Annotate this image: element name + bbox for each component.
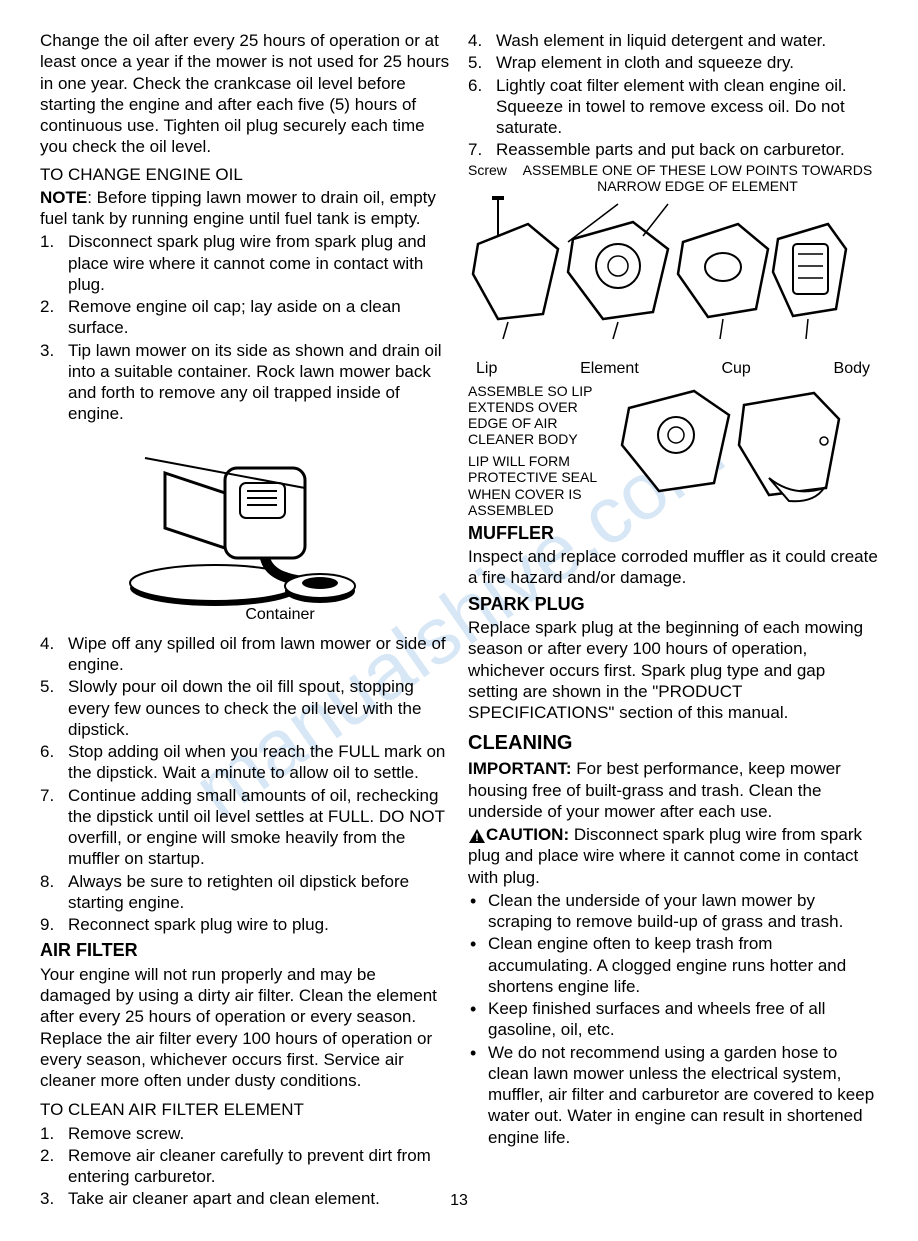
body-label: Body [834,359,870,379]
list-item: Remove engine oil cap; lay aside on a cl… [40,296,450,339]
screw-label: Screw [468,162,507,178]
list-item: Wrap element in cloth and squeeze dry. [468,52,878,73]
spark-plug-paragraph: Replace spark plug at the beginning of e… [468,617,878,723]
list-item: Keep finished surfaces and wheels free o… [468,998,878,1041]
filter-parts-illustration [468,194,848,354]
list-item: Stop adding oil when you reach the FULL … [40,741,450,784]
list-item: Remove screw. [40,1123,450,1144]
assemble-lip-note: ASSEMBLE SO LIP EXTENDS OVER EDGE OF AIR… [468,383,608,447]
element-label: Element [580,359,639,379]
warning-triangle-icon: ! [468,828,486,844]
air-filter-diagram-top: Screw ASSEMBLE ONE OF THESE LOW POINTS T… [468,162,878,379]
lip-label: Lip [476,359,497,379]
list-item: Always be sure to retighten oil dipstick… [40,871,450,914]
left-column: Change the oil after every 25 hours of o… [40,30,450,1211]
muffler-paragraph: Inspect and replace corroded muffler as … [468,546,878,589]
list-item: Clean engine often to keep trash from ac… [468,933,878,997]
change-oil-heading: TO CHANGE ENGINE OIL [40,164,450,185]
oil-drain-figure: Container [40,433,450,625]
list-item: Tip lawn mower on its side as shown and … [40,340,450,425]
container-label: Container [110,605,450,625]
lip-seal-note: LIP WILL FORM PROTECTIVE SEAL WHEN COVER… [468,453,608,517]
important-label: IMPORTANT: [468,759,572,778]
list-item: We do not recommend using a garden hose … [468,1042,878,1148]
cleaning-bullets: Clean the underside of your lawn mower b… [468,890,878,1148]
note-text: : Before tipping lawn mower to drain oil… [40,188,436,228]
list-item: Clean the underside of your lawn mower b… [468,890,878,933]
note-label: NOTE [40,188,87,207]
list-item: Slowly pour oil down the oil fill spout,… [40,676,450,740]
air-filter-heading: AIR FILTER [40,939,450,962]
intro-paragraph: Change the oil after every 25 hours of o… [40,30,450,158]
filter-assembly-illustration [614,383,844,513]
spark-plug-heading: SPARK PLUG [468,593,878,616]
cleaning-heading: CLEANING [468,731,878,756]
list-item: Reassemble parts and put back on carbure… [468,139,878,160]
filter-steps-continued: Wash element in liquid detergent and wat… [468,30,878,161]
list-item: Reconnect spark plug wire to plug. [40,914,450,935]
air-filter-paragraph: Your engine will not run properly and ma… [40,964,450,1092]
cup-label: Cup [721,359,750,379]
oil-drain-illustration [105,433,385,608]
list-item: Take air cleaner apart and clean element… [40,1188,450,1209]
air-filter-diagram-bottom: ASSEMBLE SO LIP EXTENDS OVER EDGE OF AIR… [468,383,878,518]
svg-text:!: ! [475,832,479,844]
list-item: Lightly coat filter element with clean e… [468,75,878,139]
two-column-layout: Change the oil after every 25 hours of o… [40,30,878,1211]
clean-filter-heading: TO CLEAN AIR FILTER ELEMENT [40,1099,450,1120]
caution-paragraph: ! CAUTION: Disconnect spark plug wire fr… [468,824,878,888]
caution-label: CAUTION: [486,825,569,844]
oil-steps-list-b: Wipe off any spilled oil from lawn mower… [40,633,450,936]
note-paragraph: NOTE: Before tipping lawn mower to drain… [40,187,450,230]
clean-filter-steps: Remove screw. Remove air cleaner careful… [40,1123,450,1210]
right-column: Wash element in liquid detergent and wat… [468,30,878,1211]
list-item: Wipe off any spilled oil from lawn mower… [40,633,450,676]
important-paragraph: IMPORTANT: For best performance, keep mo… [468,758,878,822]
oil-steps-list-a: Disconnect spark plug wire from spark pl… [40,231,450,424]
list-item: Wash element in liquid detergent and wat… [468,30,878,51]
assemble-note-label: ASSEMBLE ONE OF THESE LOW POINTS TOWARDS… [517,162,878,194]
list-item: Remove air cleaner carefully to prevent … [40,1145,450,1188]
list-item: Disconnect spark plug wire from spark pl… [40,231,450,295]
muffler-heading: MUFFLER [468,522,878,545]
list-item: Continue adding small amounts of oil, re… [40,785,450,870]
